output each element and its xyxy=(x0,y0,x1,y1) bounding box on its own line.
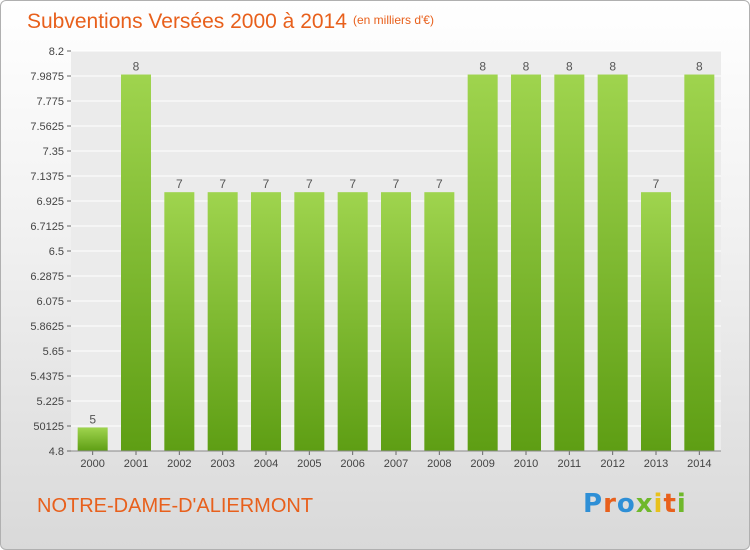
bar-2001 xyxy=(121,74,151,451)
bar-2007 xyxy=(381,192,411,452)
x-tick-label: 2008 xyxy=(427,458,451,470)
data-label: 8 xyxy=(566,60,573,74)
x-tick-label: 2012 xyxy=(600,458,624,470)
y-tick-label: 7.5625 xyxy=(30,121,64,133)
bar-2006 xyxy=(337,192,368,452)
bar-2003 xyxy=(207,192,238,452)
commune-name: NOTRE-DAME-D'ALIERMONT xyxy=(37,495,314,517)
data-label: 8 xyxy=(133,60,140,74)
logo-letter: i xyxy=(653,489,664,519)
bar-2009 xyxy=(467,74,498,451)
logo-letter: t xyxy=(663,489,677,519)
y-tick-label: 6.5 xyxy=(49,246,64,258)
x-axis-labels: 2000 2001 2002 2003 2004 2005 2006 2007 2008 2009… xyxy=(80,451,712,470)
y-tick-label: 6.7125 xyxy=(30,221,64,233)
logo-letter: P xyxy=(583,489,604,519)
x-tick-label: 2003 xyxy=(210,458,234,470)
y-tick-label: 8.2 xyxy=(49,46,64,58)
bar-2014 xyxy=(684,74,715,451)
bars: 5 8 7 7 7 7 7 7 7 8 8 8 8 7 8 xyxy=(77,60,715,452)
y-tick-label: 5.8625 xyxy=(30,321,64,333)
y-tick-label: 5.4375 xyxy=(30,371,64,383)
x-tick-label: 2014 xyxy=(687,458,711,470)
y-tick-label: 5.225 xyxy=(36,396,64,408)
logo-letter: o xyxy=(616,489,636,519)
x-tick-label: 2013 xyxy=(644,458,668,470)
data-label: 8 xyxy=(479,60,486,74)
bar-2002 xyxy=(164,192,195,452)
y-axis-ticks: 4.8 50125 5.225 5.4375 5.65 5.8625 6.075 6.2875… xyxy=(30,46,71,458)
x-tick-label: 2001 xyxy=(124,458,148,470)
data-label: 7 xyxy=(219,177,226,191)
x-tick-label: 2011 xyxy=(558,458,582,470)
proxiti-logo: Proxiti xyxy=(583,489,687,519)
bar-2013 xyxy=(641,192,671,452)
x-tick-label: 2002 xyxy=(167,458,191,470)
bar-2000 xyxy=(77,427,108,451)
data-label: 7 xyxy=(653,177,660,191)
x-tick-label: 2007 xyxy=(384,458,408,470)
y-tick-label: 6.925 xyxy=(36,196,64,208)
x-tick-label: 2010 xyxy=(514,458,538,470)
data-label: 7 xyxy=(349,177,356,191)
y-tick-label: 6.075 xyxy=(36,296,64,308)
bar-2010 xyxy=(511,74,541,451)
bar-2008 xyxy=(424,192,455,452)
logo-letter: x xyxy=(635,489,654,519)
data-label: 7 xyxy=(263,177,270,191)
logo-letter: r xyxy=(603,489,617,519)
y-tick-label: 6.2875 xyxy=(30,271,64,283)
data-label: 5 xyxy=(89,412,96,426)
y-tick-label: 7.35 xyxy=(43,146,64,158)
y-tick-label: 50125 xyxy=(33,421,64,433)
x-tick-label: 2006 xyxy=(340,458,364,470)
x-tick-label: 2004 xyxy=(254,458,278,470)
data-label: 7 xyxy=(306,177,313,191)
data-label: 7 xyxy=(176,177,183,191)
data-label: 8 xyxy=(523,60,530,74)
bar-2012 xyxy=(597,74,628,451)
data-label: 8 xyxy=(609,60,616,74)
bar-2005 xyxy=(294,192,325,452)
y-tick-label: 7.1375 xyxy=(30,171,64,183)
bar-2004 xyxy=(251,192,281,452)
x-tick-label: 2000 xyxy=(80,458,104,470)
data-label: 8 xyxy=(696,60,703,74)
logo-letter: i xyxy=(676,489,687,519)
chart-subtitle: (en milliers d'€) xyxy=(353,13,434,27)
x-tick-label: 2005 xyxy=(297,458,321,470)
data-label: 7 xyxy=(436,177,443,191)
y-tick-label: 4.8 xyxy=(49,446,64,458)
chart-title: Subventions Versées 2000 à 2014 xyxy=(27,10,347,33)
y-tick-label: 5.65 xyxy=(43,346,64,358)
bar-2011 xyxy=(554,74,585,451)
x-tick-label: 2009 xyxy=(470,458,494,470)
y-tick-label: 7.775 xyxy=(36,96,64,108)
y-tick-label: 7.9875 xyxy=(30,71,64,83)
data-label: 7 xyxy=(393,177,400,191)
